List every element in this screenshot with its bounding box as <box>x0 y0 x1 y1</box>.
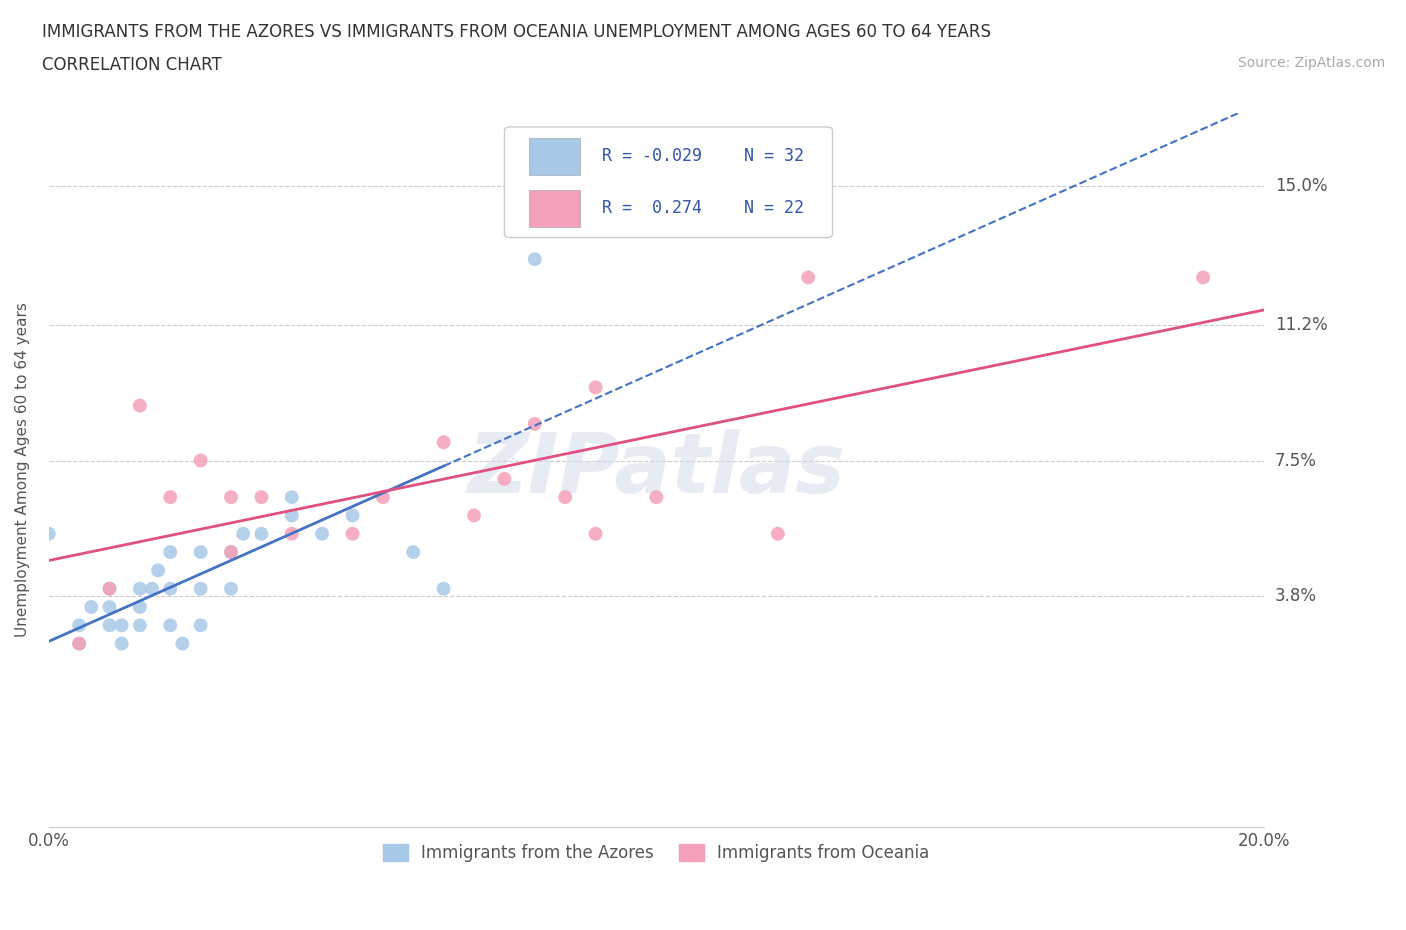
Text: IMMIGRANTS FROM THE AZORES VS IMMIGRANTS FROM OCEANIA UNEMPLOYMENT AMONG AGES 60: IMMIGRANTS FROM THE AZORES VS IMMIGRANTS… <box>42 23 991 41</box>
Point <box>128 581 150 596</box>
Point <box>190 581 212 596</box>
Y-axis label: Unemployment Among Ages 60 to 64 years: Unemployment Among Ages 60 to 64 years <box>15 302 30 637</box>
Text: 7.5%: 7.5% <box>1275 452 1317 470</box>
FancyBboxPatch shape <box>529 190 579 227</box>
Point <box>159 581 181 596</box>
Text: Source: ZipAtlas.com: Source: ZipAtlas.com <box>1237 56 1385 70</box>
Text: 3.8%: 3.8% <box>1275 587 1317 605</box>
Point <box>159 490 181 505</box>
Point <box>281 526 304 541</box>
Text: ZIPatlas: ZIPatlas <box>467 429 845 511</box>
Point <box>159 618 181 632</box>
Point <box>371 490 394 505</box>
Legend: Immigrants from the Azores, Immigrants from Oceania: Immigrants from the Azores, Immigrants f… <box>377 837 936 869</box>
Point <box>172 636 194 651</box>
Point <box>219 490 242 505</box>
Point <box>494 472 516 486</box>
Point <box>554 490 576 505</box>
Point <box>146 563 169 578</box>
Point <box>98 581 121 596</box>
Point <box>159 545 181 560</box>
Point <box>585 379 607 394</box>
FancyBboxPatch shape <box>505 126 832 237</box>
Point <box>232 526 254 541</box>
Point <box>190 618 212 632</box>
Point <box>342 508 364 523</box>
Point <box>219 545 242 560</box>
Point <box>219 581 242 596</box>
Point <box>342 526 364 541</box>
Point <box>797 270 820 285</box>
Point <box>128 618 150 632</box>
Text: R =  0.274: R = 0.274 <box>602 199 702 218</box>
Text: 15.0%: 15.0% <box>1275 177 1327 195</box>
Point <box>281 490 304 505</box>
Point <box>190 545 212 560</box>
Point <box>311 526 333 541</box>
Point <box>141 581 163 596</box>
Point <box>38 526 60 541</box>
Point <box>111 618 134 632</box>
Point <box>67 636 90 651</box>
Point <box>98 581 121 596</box>
Point <box>128 600 150 615</box>
Point <box>523 417 546 432</box>
Point <box>67 618 90 632</box>
FancyBboxPatch shape <box>529 138 579 175</box>
Text: CORRELATION CHART: CORRELATION CHART <box>42 56 222 73</box>
Point <box>645 490 668 505</box>
Point <box>250 490 273 505</box>
Text: R = -0.029: R = -0.029 <box>602 147 702 166</box>
Point <box>67 636 90 651</box>
Point <box>1192 270 1215 285</box>
Point <box>402 545 425 560</box>
Point <box>98 600 121 615</box>
Point <box>433 581 456 596</box>
Text: N = 22: N = 22 <box>744 199 804 218</box>
Point <box>766 526 789 541</box>
Point <box>585 526 607 541</box>
Point <box>523 252 546 267</box>
Point <box>250 526 273 541</box>
Point <box>190 453 212 468</box>
Point <box>128 398 150 413</box>
Point <box>98 618 121 632</box>
Point <box>433 434 456 449</box>
Point <box>463 508 485 523</box>
Text: 11.2%: 11.2% <box>1275 316 1327 334</box>
Text: N = 32: N = 32 <box>744 147 804 166</box>
Point <box>111 636 134 651</box>
Point <box>281 508 304 523</box>
Point <box>80 600 103 615</box>
Point <box>219 545 242 560</box>
